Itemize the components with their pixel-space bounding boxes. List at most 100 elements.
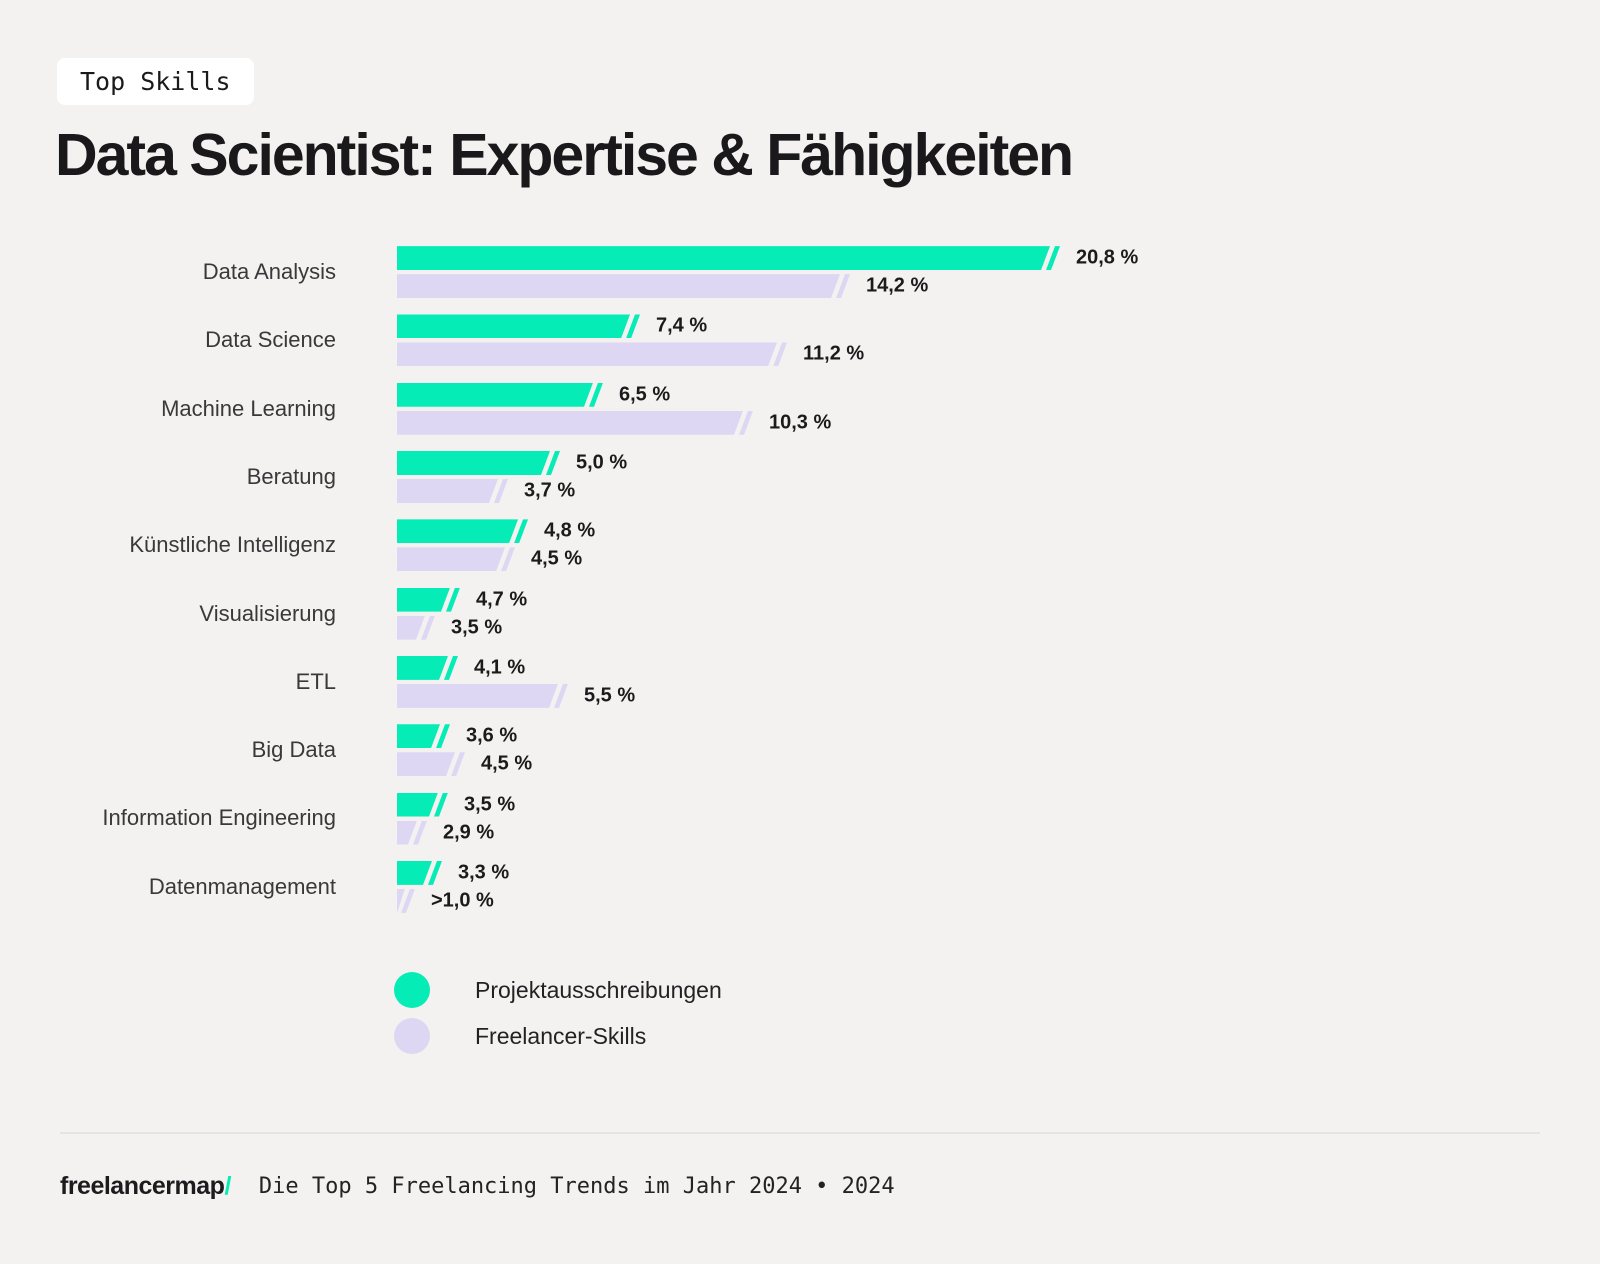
category-label: Künstliche Intelligenz bbox=[129, 532, 336, 558]
value-label: 3,5 % bbox=[451, 616, 503, 639]
bar-freelancer-skills: >1,0 % bbox=[397, 888, 1550, 913]
value-label: 14,2 % bbox=[866, 274, 929, 297]
value-label: 5,5 % bbox=[584, 684, 636, 707]
bar-body bbox=[397, 861, 432, 885]
bar-body bbox=[397, 411, 743, 435]
bar-projektausschreibungen: 6,5 % bbox=[397, 382, 1550, 407]
chart-row: Data Analysis 20,8 % 14,2 % bbox=[60, 238, 1550, 306]
value-label: 4,1 % bbox=[474, 656, 526, 679]
bar-group: 3,6 % 4,5 % bbox=[397, 724, 1550, 777]
bar-freelancer-skills: 2,9 % bbox=[397, 820, 1550, 845]
bar-chart: Data Analysis 20,8 % 14,2 % Data Science 7,4… bbox=[60, 238, 1550, 921]
footer-caption: Die Top 5 Freelancing Trends im Jahr 202… bbox=[258, 1174, 895, 1199]
chart-row: Beratung 5,0 % 3,7 % bbox=[60, 443, 1550, 511]
bar-projektausschreibungen: 4,7 % bbox=[397, 587, 1550, 612]
category-label: Beratung bbox=[246, 463, 336, 489]
freelancermap-logo: freelancermap/ bbox=[60, 1172, 231, 1201]
top-skills-badge: Top Skills bbox=[57, 58, 254, 105]
value-label: 3,3 % bbox=[458, 861, 510, 884]
value-label: 3,5 % bbox=[464, 793, 516, 816]
legend-label: Projektausschreibungen bbox=[475, 976, 722, 1003]
bar-body bbox=[397, 656, 448, 680]
bar-body bbox=[397, 246, 1050, 270]
value-label: 20,8 % bbox=[1076, 246, 1139, 269]
bar-body bbox=[397, 684, 558, 708]
value-label: 4,8 % bbox=[544, 519, 596, 542]
bar-projektausschreibungen: 20,8 % bbox=[397, 246, 1550, 271]
bar-body bbox=[397, 547, 505, 571]
value-label: 3,6 % bbox=[466, 724, 518, 747]
chart-row: Künstliche Intelligenz 4,8 % 4,5 % bbox=[60, 511, 1550, 579]
category-label: Data Analysis bbox=[202, 259, 336, 285]
bar-body bbox=[397, 314, 630, 338]
page-title: Data Scientist: Expertise & Fähigkeiten bbox=[55, 122, 1074, 188]
bar-group: 6,5 % 10,3 % bbox=[397, 382, 1550, 435]
bar-projektausschreibungen: 7,4 % bbox=[397, 314, 1550, 339]
bar-body bbox=[397, 793, 438, 817]
value-label: >1,0 % bbox=[431, 889, 494, 912]
bar-body bbox=[397, 588, 450, 612]
bar-group: 20,8 % 14,2 % bbox=[397, 246, 1550, 299]
bar-projektausschreibungen: 3,5 % bbox=[397, 792, 1550, 817]
value-label: 10,3 % bbox=[769, 411, 832, 434]
chart-row: Data Science 7,4 % 11,2 % bbox=[60, 306, 1550, 374]
bar-freelancer-skills: 5,5 % bbox=[397, 683, 1550, 708]
chart-row: Datenmanagement 3,3 % >1,0 % bbox=[60, 853, 1550, 921]
bar-group: 4,7 % 3,5 % bbox=[397, 587, 1550, 640]
bar-body bbox=[397, 889, 405, 913]
logo-text: freelancermap bbox=[60, 1172, 225, 1200]
bar-projektausschreibungen: 3,6 % bbox=[397, 724, 1550, 749]
bar-body bbox=[397, 451, 550, 475]
value-label: 4,5 % bbox=[531, 547, 583, 570]
bar-projektausschreibungen: 3,3 % bbox=[397, 860, 1550, 885]
category-label: Visualisierung bbox=[199, 600, 336, 626]
bar-group: 5,0 % 3,7 % bbox=[397, 451, 1550, 504]
bar-body bbox=[397, 479, 498, 503]
bar-body bbox=[397, 752, 455, 776]
chart-row: Information Engineering 3,5 % 2,9 % bbox=[60, 784, 1550, 852]
bar-body bbox=[397, 821, 417, 845]
bar-group: 4,1 % 5,5 % bbox=[397, 655, 1550, 708]
value-label: 3,7 % bbox=[524, 479, 576, 502]
chart-row: Big Data 3,6 % 4,5 % bbox=[60, 716, 1550, 784]
legend-item: Freelancer-Skills bbox=[394, 1018, 722, 1054]
value-label: 11,2 % bbox=[803, 342, 865, 365]
chart-row: ETL 4,1 % 5,5 % bbox=[60, 648, 1550, 716]
category-label: Big Data bbox=[251, 737, 336, 763]
chart-row: Visualisierung 4,7 % 3,5 % bbox=[60, 579, 1550, 647]
bar-body bbox=[397, 383, 593, 407]
bar-group: 3,3 % >1,0 % bbox=[397, 860, 1550, 913]
bar-body bbox=[397, 519, 518, 543]
value-label: 7,4 % bbox=[656, 314, 708, 337]
bar-body bbox=[397, 274, 840, 298]
bar-group: 7,4 % 11,2 % bbox=[397, 314, 1550, 367]
value-label: 4,5 % bbox=[481, 752, 533, 775]
bar-body bbox=[397, 342, 777, 366]
bar-projektausschreibungen: 4,8 % bbox=[397, 519, 1550, 544]
legend-dot-icon bbox=[394, 1018, 430, 1054]
bar-body bbox=[397, 724, 440, 748]
value-label: 2,9 % bbox=[443, 821, 495, 844]
legend-dot-icon bbox=[394, 972, 430, 1008]
legend-label: Freelancer-Skills bbox=[475, 1022, 647, 1049]
chart-legend: Projektausschreibungen Freelancer-Skills bbox=[394, 972, 722, 1054]
category-label: Datenmanagement bbox=[148, 873, 336, 899]
category-label: Machine Learning bbox=[161, 395, 336, 421]
bar-freelancer-skills: 14,2 % bbox=[397, 274, 1550, 299]
value-label: 4,7 % bbox=[476, 588, 528, 611]
footer: freelancermap/ Die Top 5 Freelancing Tre… bbox=[60, 1172, 895, 1201]
bar-freelancer-skills: 11,2 % bbox=[397, 342, 1550, 367]
value-label: 6,5 % bbox=[619, 383, 671, 406]
category-label: Data Science bbox=[205, 327, 336, 353]
bar-group: 3,5 % 2,9 % bbox=[397, 792, 1550, 845]
bar-freelancer-skills: 3,7 % bbox=[397, 479, 1550, 504]
footer-divider bbox=[60, 1132, 1540, 1134]
category-label: ETL bbox=[295, 668, 336, 694]
bar-projektausschreibungen: 4,1 % bbox=[397, 655, 1550, 680]
bar-freelancer-skills: 4,5 % bbox=[397, 547, 1550, 572]
category-label: Information Engineering bbox=[102, 805, 336, 831]
bar-projektausschreibungen: 5,0 % bbox=[397, 451, 1550, 476]
top-skills-badge-label: Top Skills bbox=[80, 67, 231, 96]
logo-slash-icon: / bbox=[224, 1172, 231, 1200]
